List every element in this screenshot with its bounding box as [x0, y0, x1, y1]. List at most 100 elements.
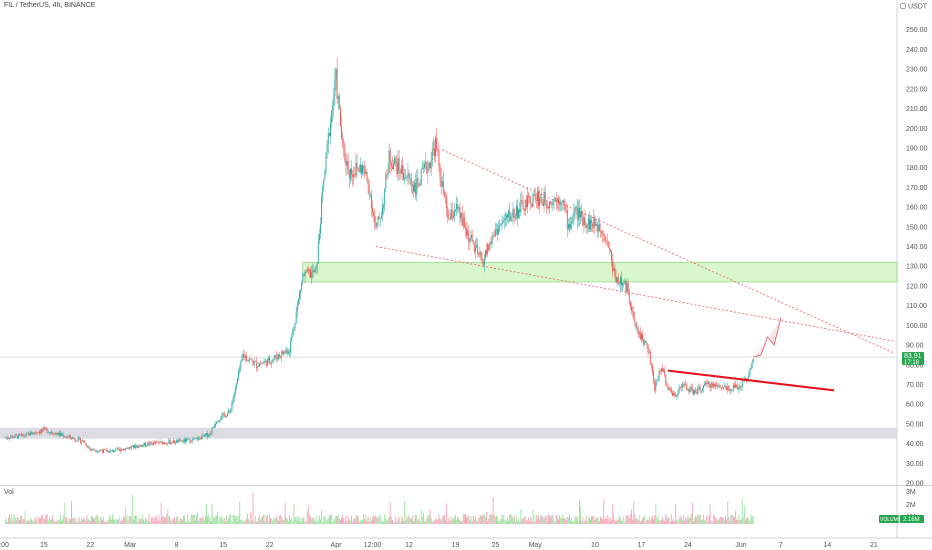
candle-body: [409, 178, 411, 180]
candle-body: [508, 210, 510, 218]
y-tick-label: 210.00: [906, 106, 928, 113]
volume-bar: [164, 517, 165, 524]
price-axis[interactable]: USDT 20.00 30.00 40.00 50.00 60.00 70.00 80.00 9…: [879, 2, 928, 523]
candle-body: [273, 358, 275, 360]
volume-bar: [239, 501, 241, 524]
candle-body: [166, 443, 168, 445]
candle-body: [220, 418, 222, 421]
candle-body: [631, 306, 632, 311]
candle-body: [598, 224, 600, 231]
volume-bar: [200, 517, 202, 524]
candle-body: [355, 163, 357, 176]
candle-body: [419, 185, 421, 186]
candle-body: [390, 163, 392, 167]
time-axis[interactable]: :00 15 22 Mar 8 15 22 Apr 12:00 12 19 25 May 10 17 24 Ju…: [0, 542, 878, 549]
volume-bar: [505, 521, 507, 524]
candle-body: [439, 165, 441, 178]
volume-bar: [538, 515, 539, 524]
volume-bar: [104, 521, 106, 524]
volume-bar: [182, 515, 184, 524]
volume-bar: [740, 519, 742, 524]
candle-body: [36, 432, 38, 433]
volume-bar: [328, 515, 330, 524]
volume-bar: [747, 516, 749, 524]
candle-body: [575, 206, 577, 208]
volume-bar: [680, 517, 682, 524]
volume-bar: [730, 514, 732, 524]
volume-bar: [117, 519, 119, 524]
volume-bar: [410, 518, 412, 524]
candle-body: [594, 217, 596, 226]
volume-bar: [317, 519, 319, 524]
volume-bar: [88, 519, 90, 524]
volume-bar: [587, 516, 589, 524]
candle-body: [105, 449, 107, 451]
candle-body: [264, 360, 266, 362]
candle-body: [644, 340, 646, 345]
volume-bar: [667, 518, 669, 524]
volume-bar: [465, 514, 466, 524]
volume-bar: [275, 515, 277, 524]
candle-body: [632, 310, 634, 312]
candle-body: [179, 439, 181, 441]
volume-bar: [407, 516, 409, 524]
volume-bar: [286, 519, 288, 524]
candle-body: [428, 162, 430, 169]
candle-body: [209, 433, 211, 436]
candle-body: [287, 351, 289, 354]
candle-body: [296, 305, 298, 313]
candle-body: [477, 245, 479, 254]
volume-bar: [289, 515, 290, 524]
volume-bar: [123, 516, 124, 524]
candle-body: [150, 441, 152, 444]
volume-bar: [406, 516, 408, 524]
candle-body: [588, 218, 590, 230]
candle-body: [525, 199, 527, 208]
currency-label: USDT: [899, 2, 928, 11]
volume-bar: [154, 517, 155, 524]
candle-body: [431, 149, 433, 161]
candle-body: [370, 194, 372, 209]
candle-body: [480, 251, 482, 259]
volume-bar: [27, 520, 29, 524]
candle-body: [438, 151, 440, 166]
volume-bar: [664, 520, 666, 524]
volume-bar: [618, 515, 620, 524]
volume-bar: [745, 520, 746, 524]
candle-body: [677, 393, 679, 396]
candle-body: [162, 442, 164, 445]
forecast-path: [754, 317, 782, 358]
candle-body: [232, 398, 234, 403]
volume-bar: [447, 521, 449, 524]
volume-bar: [228, 518, 230, 524]
volume-bar: [417, 520, 419, 524]
volume-bar: [185, 521, 186, 524]
volume-bar: [677, 520, 679, 524]
candle-body: [283, 351, 285, 355]
volume-bar: [491, 515, 493, 524]
volume-bar: [229, 514, 231, 524]
volume-bar: [54, 521, 56, 524]
candle-body: [144, 442, 145, 446]
volume-bar: [244, 520, 246, 524]
candle-body: [593, 217, 595, 229]
volume-bar: [596, 517, 598, 524]
candle-body: [383, 204, 385, 208]
volume-bar: [52, 514, 54, 524]
candle-body: [655, 382, 657, 391]
candle-body: [168, 440, 170, 444]
volume-bar: [216, 515, 217, 524]
candle-body: [90, 449, 92, 451]
volume-bar: [14, 517, 16, 524]
volume-bar: [157, 520, 159, 524]
candle-body: [690, 386, 692, 388]
candle-body: [550, 201, 552, 204]
candle-body: [488, 244, 490, 250]
volume-bar: [147, 521, 149, 524]
volume-bar: [129, 515, 131, 524]
candle-body: [706, 382, 708, 385]
volume-bar: [192, 514, 194, 524]
volume-bar: [691, 502, 693, 524]
candle-body: [447, 208, 449, 219]
